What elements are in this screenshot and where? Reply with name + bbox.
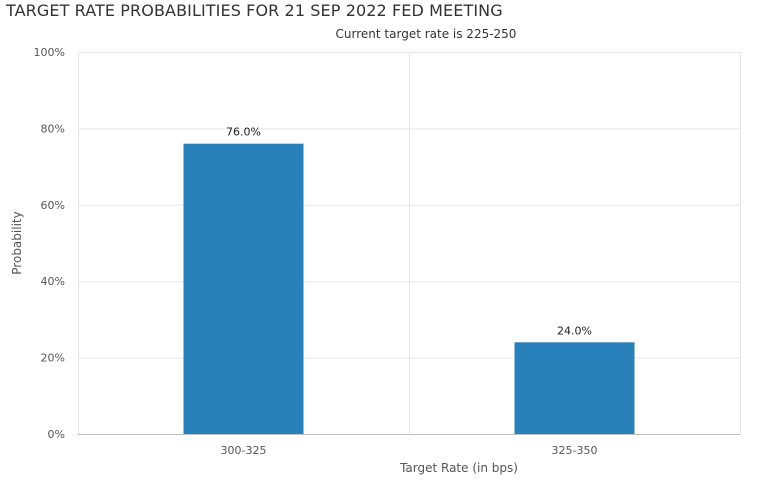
gridlines: [78, 52, 741, 434]
data-label: 76.0%: [226, 126, 261, 139]
chart-subtitle: Current target rate is 225-250: [336, 27, 517, 41]
y-axis-title: Probability: [10, 211, 24, 274]
tick-labels: 0% 20% 40% 60% 80% 100% 300-325 325-350: [34, 46, 598, 457]
bar[interactable]: [183, 143, 304, 434]
y-tick-label: 40%: [41, 275, 65, 288]
x-tick-label: 300-325: [221, 444, 267, 457]
bars: [183, 143, 635, 434]
y-tick-label: 20%: [41, 352, 65, 365]
x-tick-label: 325-350: [552, 444, 598, 457]
data-labels: 76.0% 24.0%: [226, 126, 592, 338]
chart-title: TARGET RATE PROBABILITIES FOR 21 SEP 202…: [6, 1, 503, 20]
data-label: 24.0%: [557, 324, 592, 337]
y-tick-label: 100%: [34, 46, 65, 59]
y-tick-label: 80%: [41, 122, 65, 135]
y-tick-label: 0%: [48, 428, 65, 441]
y-tick-label: 60%: [41, 199, 65, 212]
bar[interactable]: [514, 342, 635, 434]
x-axis-title: Target Rate (in bps): [399, 461, 518, 475]
